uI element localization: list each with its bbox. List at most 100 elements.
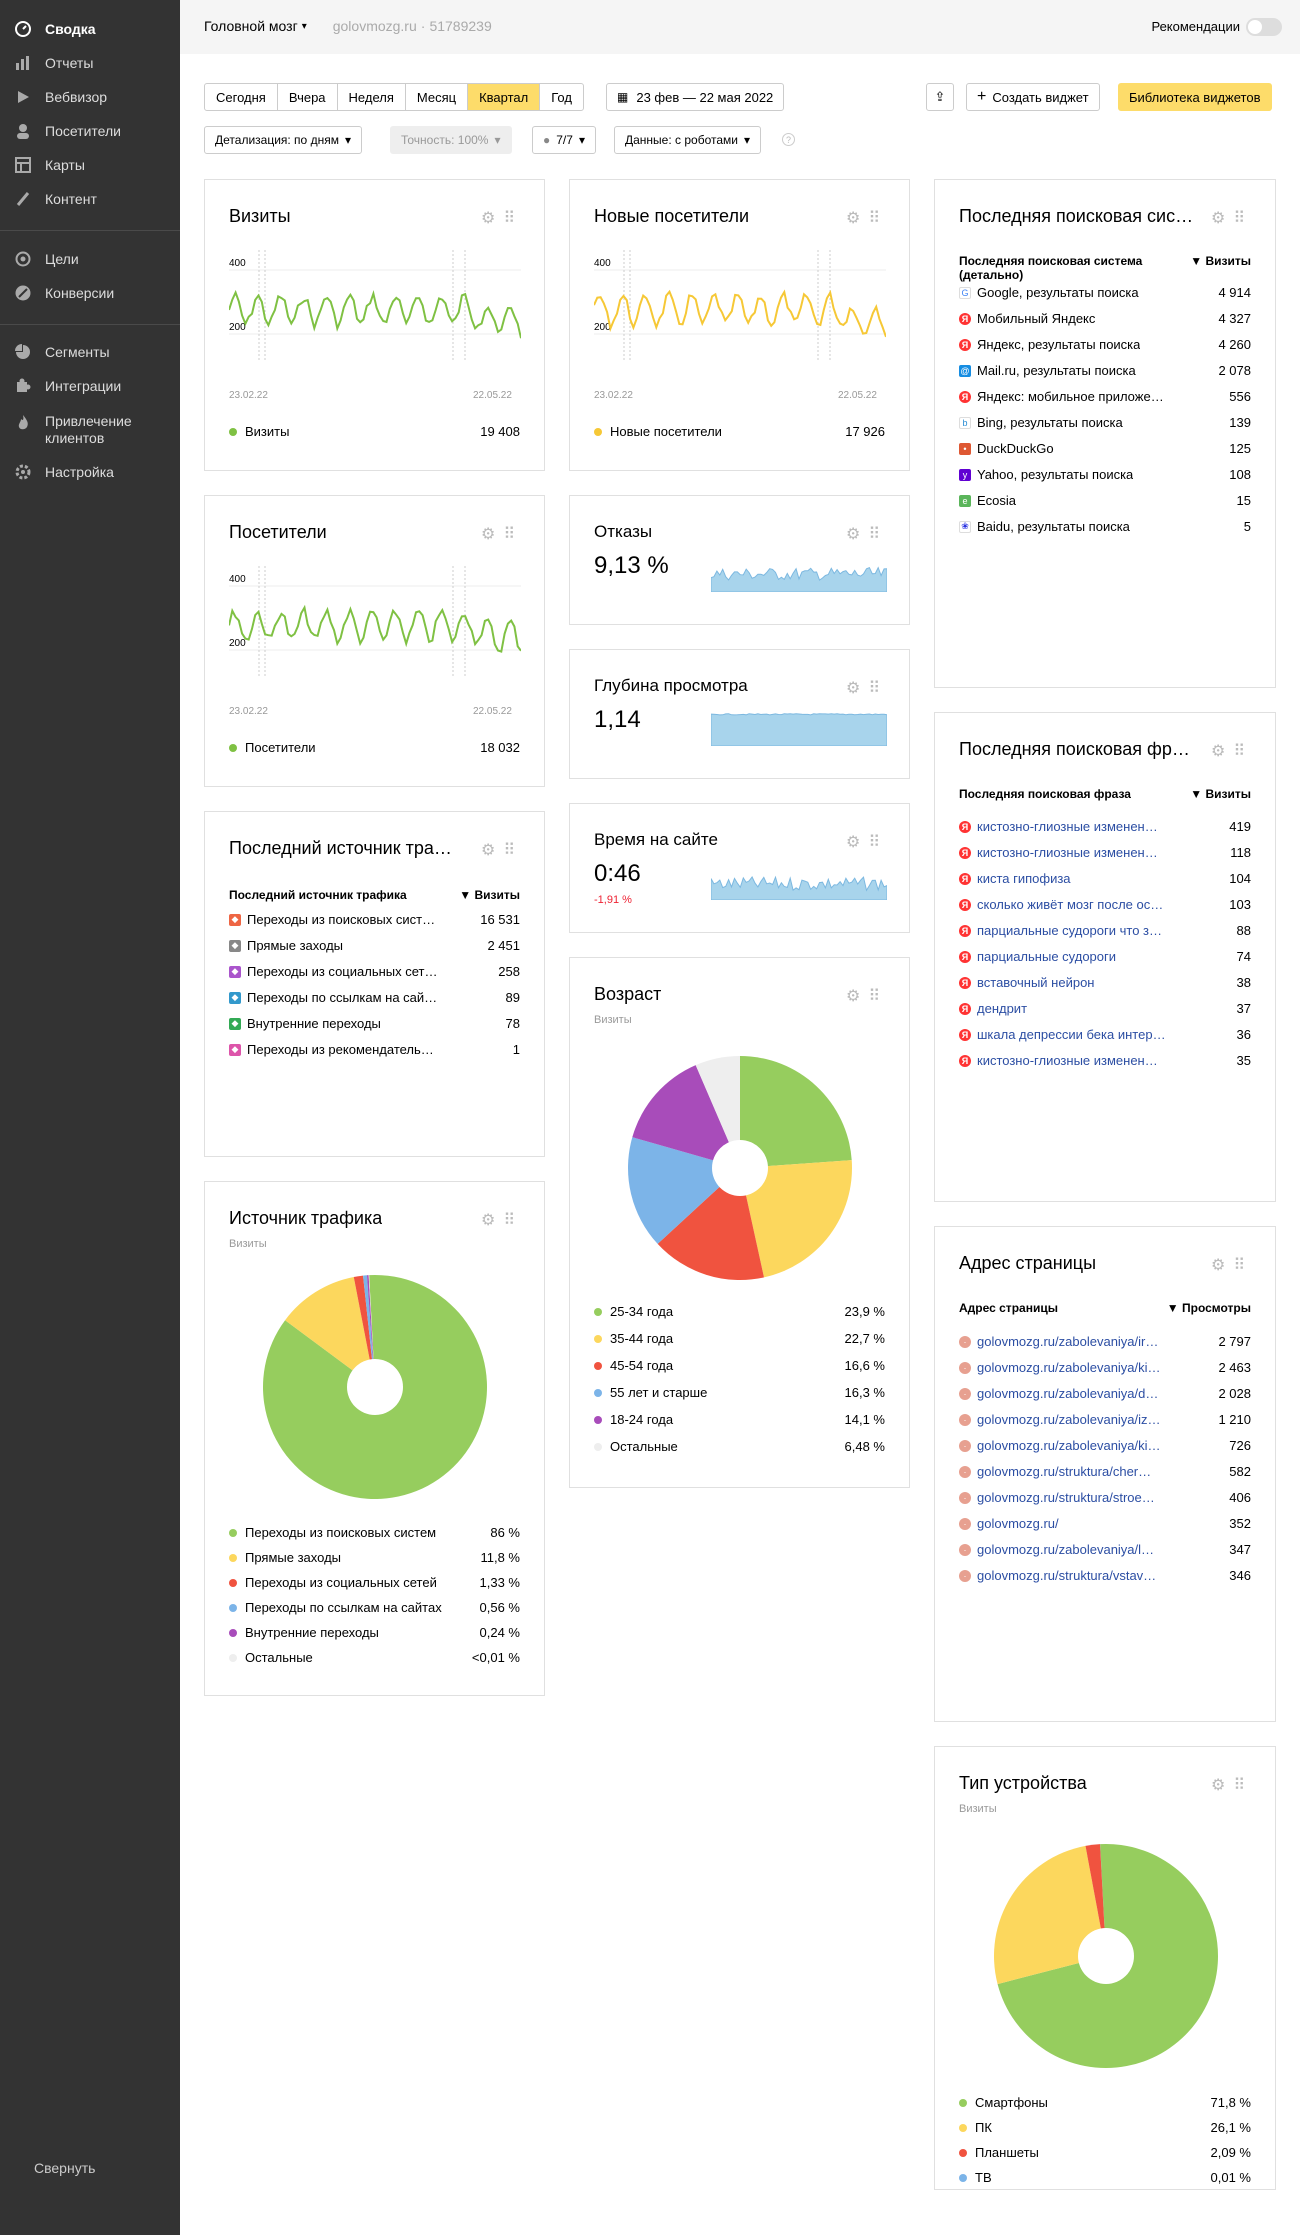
table-row[interactable]: ◆ Переходы из рекомендатель… 1 <box>229 1042 520 1057</box>
collapse-sidebar-button[interactable]: Свернуть <box>34 2160 96 2176</box>
table-row[interactable]: · golovmozg.ru/zabolevaniya/ir… 2 797 <box>959 1334 1251 1349</box>
row-label[interactable]: golovmozg.ru/zabolevaniya/d… <box>977 1386 1159 1401</box>
visits-line-chart[interactable] <box>229 250 521 360</box>
sidebar-item-integrations[interactable]: Интеграции <box>14 377 121 395</box>
sort-column-header[interactable]: ▼ Визиты <box>1190 254 1251 268</box>
drag-handle-icon[interactable]: ⠿ <box>1233 743 1246 760</box>
row-label[interactable]: киста гипофиза <box>977 871 1071 886</box>
traffic-source-pie-chart[interactable] <box>260 1272 490 1502</box>
drag-handle-icon[interactable]: ⠿ <box>868 988 881 1005</box>
pie-slice[interactable] <box>1100 1844 1106 1956</box>
time-area-chart[interactable] <box>711 864 887 900</box>
gear-icon[interactable]: ⚙ <box>846 680 861 697</box>
drag-handle-icon[interactable]: ⠿ <box>1233 1257 1246 1274</box>
pie-slice[interactable] <box>740 1160 852 1278</box>
sidebar-item-summary[interactable]: Сводка <box>14 20 96 38</box>
row-label[interactable]: golovmozg.ru/struktura/cher… <box>977 1464 1152 1479</box>
row-label[interactable]: сколько живёт мозг после ос… <box>977 897 1164 912</box>
gear-icon[interactable]: ⚙ <box>1211 210 1226 227</box>
table-row[interactable]: Я Яндекс, результаты поиска 4 260 <box>959 337 1251 352</box>
row-label[interactable]: golovmozg.ru/zabolevaniya/ir… <box>977 1334 1159 1349</box>
gear-icon[interactable]: ⚙ <box>846 526 861 543</box>
drag-handle-icon[interactable]: ⠿ <box>868 526 881 543</box>
age-pie-chart[interactable] <box>625 1053 855 1283</box>
row-label[interactable]: дендрит <box>977 1001 1028 1016</box>
period-quarter[interactable]: Квартал <box>468 84 541 110</box>
table-row[interactable]: e Ecosia 15 <box>959 493 1251 508</box>
drag-handle-icon[interactable]: ⠿ <box>503 210 516 227</box>
pie-slice[interactable] <box>628 1137 740 1244</box>
period-week[interactable]: Неделя <box>338 84 406 110</box>
table-row[interactable]: · golovmozg.ru/zabolevaniya/l… 347 <box>959 1542 1251 1557</box>
sidebar-item-visitors[interactable]: Посетители <box>14 122 121 140</box>
pie-slice[interactable] <box>353 1275 375 1387</box>
row-label[interactable]: шкала депрессии бека интер… <box>977 1027 1166 1042</box>
sidebar-item-settings[interactable]: Настройка <box>14 463 114 481</box>
pie-slice[interactable] <box>740 1056 852 1168</box>
create-widget-button[interactable]: + Создать виджет <box>966 83 1100 111</box>
export-button[interactable]: ⇪ <box>926 83 954 111</box>
table-row[interactable]: · golovmozg.ru/zabolevaniya/ki… 726 <box>959 1438 1251 1453</box>
pie-slice[interactable] <box>285 1277 375 1387</box>
row-label[interactable]: golovmozg.ru/ <box>977 1516 1059 1531</box>
table-row[interactable]: b Bing, результаты поиска 139 <box>959 415 1251 430</box>
row-label[interactable]: кистозно-глиозные изменен… <box>977 1053 1158 1068</box>
widget-library-button[interactable]: Библиотека виджетов <box>1118 83 1272 111</box>
drag-handle-icon[interactable]: ⠿ <box>503 842 516 859</box>
row-label[interactable]: golovmozg.ru/struktura/vstav… <box>977 1568 1157 1583</box>
recommendations-toggle[interactable] <box>1246 18 1282 36</box>
table-row[interactable]: y Yahoo, результаты поиска 108 <box>959 467 1251 482</box>
table-row[interactable]: · golovmozg.ru/zabolevaniya/ki… 2 463 <box>959 1360 1251 1375</box>
table-row[interactable]: ◆ Переходы из социальных сет… 258 <box>229 964 520 979</box>
gear-icon[interactable]: ⚙ <box>481 526 496 543</box>
table-row[interactable]: · golovmozg.ru/zabolevaniya/iz… 1 210 <box>959 1412 1251 1427</box>
row-label[interactable]: golovmozg.ru/zabolevaniya/ki… <box>977 1360 1161 1375</box>
sidebar-item-segments[interactable]: Сегменты <box>14 343 110 361</box>
sidebar-item-conversions[interactable]: Конверсии <box>14 284 114 302</box>
sidebar-item-reports[interactable]: Отчеты <box>14 54 93 72</box>
table-row[interactable]: • DuckDuckGo 125 <box>959 441 1251 456</box>
table-row[interactable]: ◆ Переходы по ссылкам на сай… 89 <box>229 990 520 1005</box>
gear-icon[interactable]: ⚙ <box>481 842 496 859</box>
pie-slice[interactable] <box>632 1065 740 1168</box>
table-row[interactable]: · golovmozg.ru/352 <box>959 1516 1251 1531</box>
gear-icon[interactable]: ⚙ <box>846 210 861 227</box>
new-visitors-line-chart[interactable] <box>594 250 886 360</box>
drag-handle-icon[interactable]: ⠿ <box>1233 1777 1246 1794</box>
drag-handle-icon[interactable]: ⠿ <box>868 680 881 697</box>
sidebar-item-maps[interactable]: Карты <box>14 156 85 174</box>
sort-column-header[interactable]: ▼ Визиты <box>459 888 520 902</box>
pie-slice[interactable] <box>994 1845 1106 1985</box>
period-month[interactable]: Месяц <box>406 84 469 110</box>
pie-slice[interactable] <box>368 1275 375 1387</box>
row-label[interactable]: golovmozg.ru/struktura/stroe… <box>977 1490 1155 1505</box>
table-row[interactable]: G Google, результаты поиска 4 914 <box>959 285 1251 300</box>
drag-handle-icon[interactable]: ⠿ <box>1233 210 1246 227</box>
gear-icon[interactable]: ⚙ <box>1211 743 1226 760</box>
counter-selector[interactable]: Головной мозг ▾ golovmozg.ru · 51789239 <box>204 18 492 34</box>
table-row[interactable]: ◆ Переходы из поисковых сист… 16 531 <box>229 912 520 927</box>
sidebar-item-content[interactable]: Контент <box>14 190 97 208</box>
pie-slice[interactable] <box>1085 1844 1106 1956</box>
table-row[interactable]: @ Mail.ru, результаты поиска 2 078 <box>959 363 1251 378</box>
drag-handle-icon[interactable]: ⠿ <box>868 834 881 851</box>
gear-icon[interactable]: ⚙ <box>1211 1777 1226 1794</box>
sidebar-item-goals[interactable]: Цели <box>14 250 79 268</box>
row-label[interactable]: парциальные судороги что з… <box>977 923 1163 938</box>
table-row[interactable]: · golovmozg.ru/zabolevaniya/d… 2 028 <box>959 1386 1251 1401</box>
robots-selector[interactable]: Данные: с роботами ▾ <box>614 126 762 154</box>
drag-handle-icon[interactable]: ⠿ <box>503 526 516 543</box>
sort-column-header[interactable]: ▼ Просмотры <box>1166 1301 1251 1315</box>
pie-slice[interactable] <box>366 1275 375 1387</box>
gear-icon[interactable]: ⚙ <box>846 988 861 1005</box>
row-label[interactable]: golovmozg.ru/zabolevaniya/l… <box>977 1542 1155 1557</box>
sidebar-item-webvisor[interactable]: Вебвизор <box>14 88 107 106</box>
